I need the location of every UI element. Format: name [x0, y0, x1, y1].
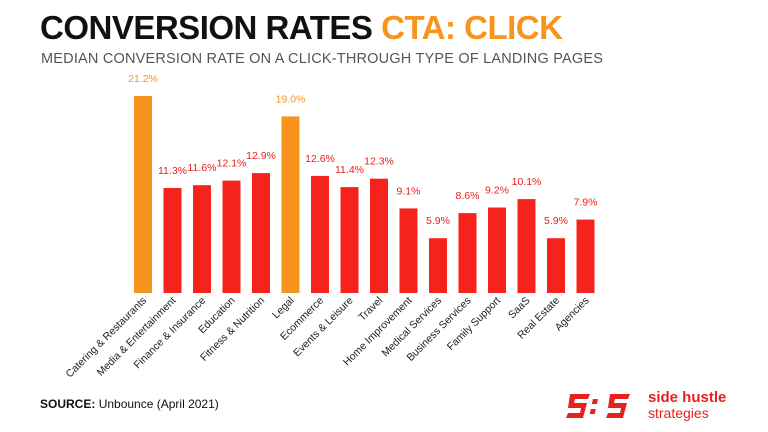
- side-hustle-logo-icon: [566, 394, 630, 418]
- bar-5: [281, 116, 300, 294]
- data-label-9: 9.1%: [397, 185, 421, 197]
- bar-4: [252, 173, 270, 293]
- source-note: SOURCE: Unbounce (April 2021): [40, 397, 219, 411]
- bar-3: [222, 180, 241, 293]
- bar-7: [340, 187, 359, 293]
- title-main: CONVERSION RATES: [40, 9, 373, 46]
- brand-logo: side hustle strategies: [566, 390, 746, 422]
- source-text: Unbounce (April 2021): [98, 397, 219, 411]
- bar-0: [134, 96, 152, 293]
- data-label-1: 11.3%: [158, 165, 187, 177]
- data-label-4: 12.9%: [246, 150, 276, 162]
- bar-11: [458, 213, 477, 293]
- data-label-15: 7.9%: [574, 197, 598, 209]
- data-label-3: 12.1%: [217, 158, 247, 170]
- data-label-2: 11.6%: [188, 162, 217, 174]
- data-label-5: 19.0%: [276, 93, 306, 105]
- bar-8: [370, 178, 388, 293]
- title-accent: CTA: CLICK: [381, 9, 563, 46]
- bar-1: [163, 188, 182, 293]
- category-label-13: SaaS: [506, 295, 533, 322]
- data-label-14: 5.9%: [544, 215, 568, 227]
- category-label-5: Legal: [270, 295, 297, 322]
- category-label-12: Family Support: [445, 295, 503, 353]
- data-label-0: 21.2%: [128, 73, 158, 85]
- brand-name: side hustle: [648, 389, 727, 406]
- chart-title: CONVERSION RATES CTA: CLICK: [40, 9, 563, 47]
- bar-13: [517, 199, 536, 293]
- chart-subtitle: MEDIAN CONVERSION RATE ON A CLICK-THROUG…: [41, 51, 604, 67]
- bar-9: [399, 208, 418, 293]
- source-label: SOURCE:: [40, 397, 96, 411]
- data-label-13: 10.1%: [512, 176, 542, 188]
- bar-14: [547, 238, 565, 293]
- data-label-12: 9.2%: [485, 185, 509, 197]
- bar-15: [576, 219, 595, 293]
- data-label-6: 12.6%: [305, 153, 335, 165]
- bar-2: [193, 185, 211, 293]
- bar-6: [311, 175, 329, 293]
- data-label-10: 5.9%: [426, 215, 450, 227]
- data-label-7: 11.4%: [335, 164, 364, 176]
- brand-tagline: strategies: [648, 405, 709, 421]
- bar-10: [429, 238, 447, 293]
- bar-12: [488, 207, 506, 293]
- data-label-11: 8.6%: [456, 190, 480, 202]
- data-label-8: 12.3%: [364, 156, 394, 168]
